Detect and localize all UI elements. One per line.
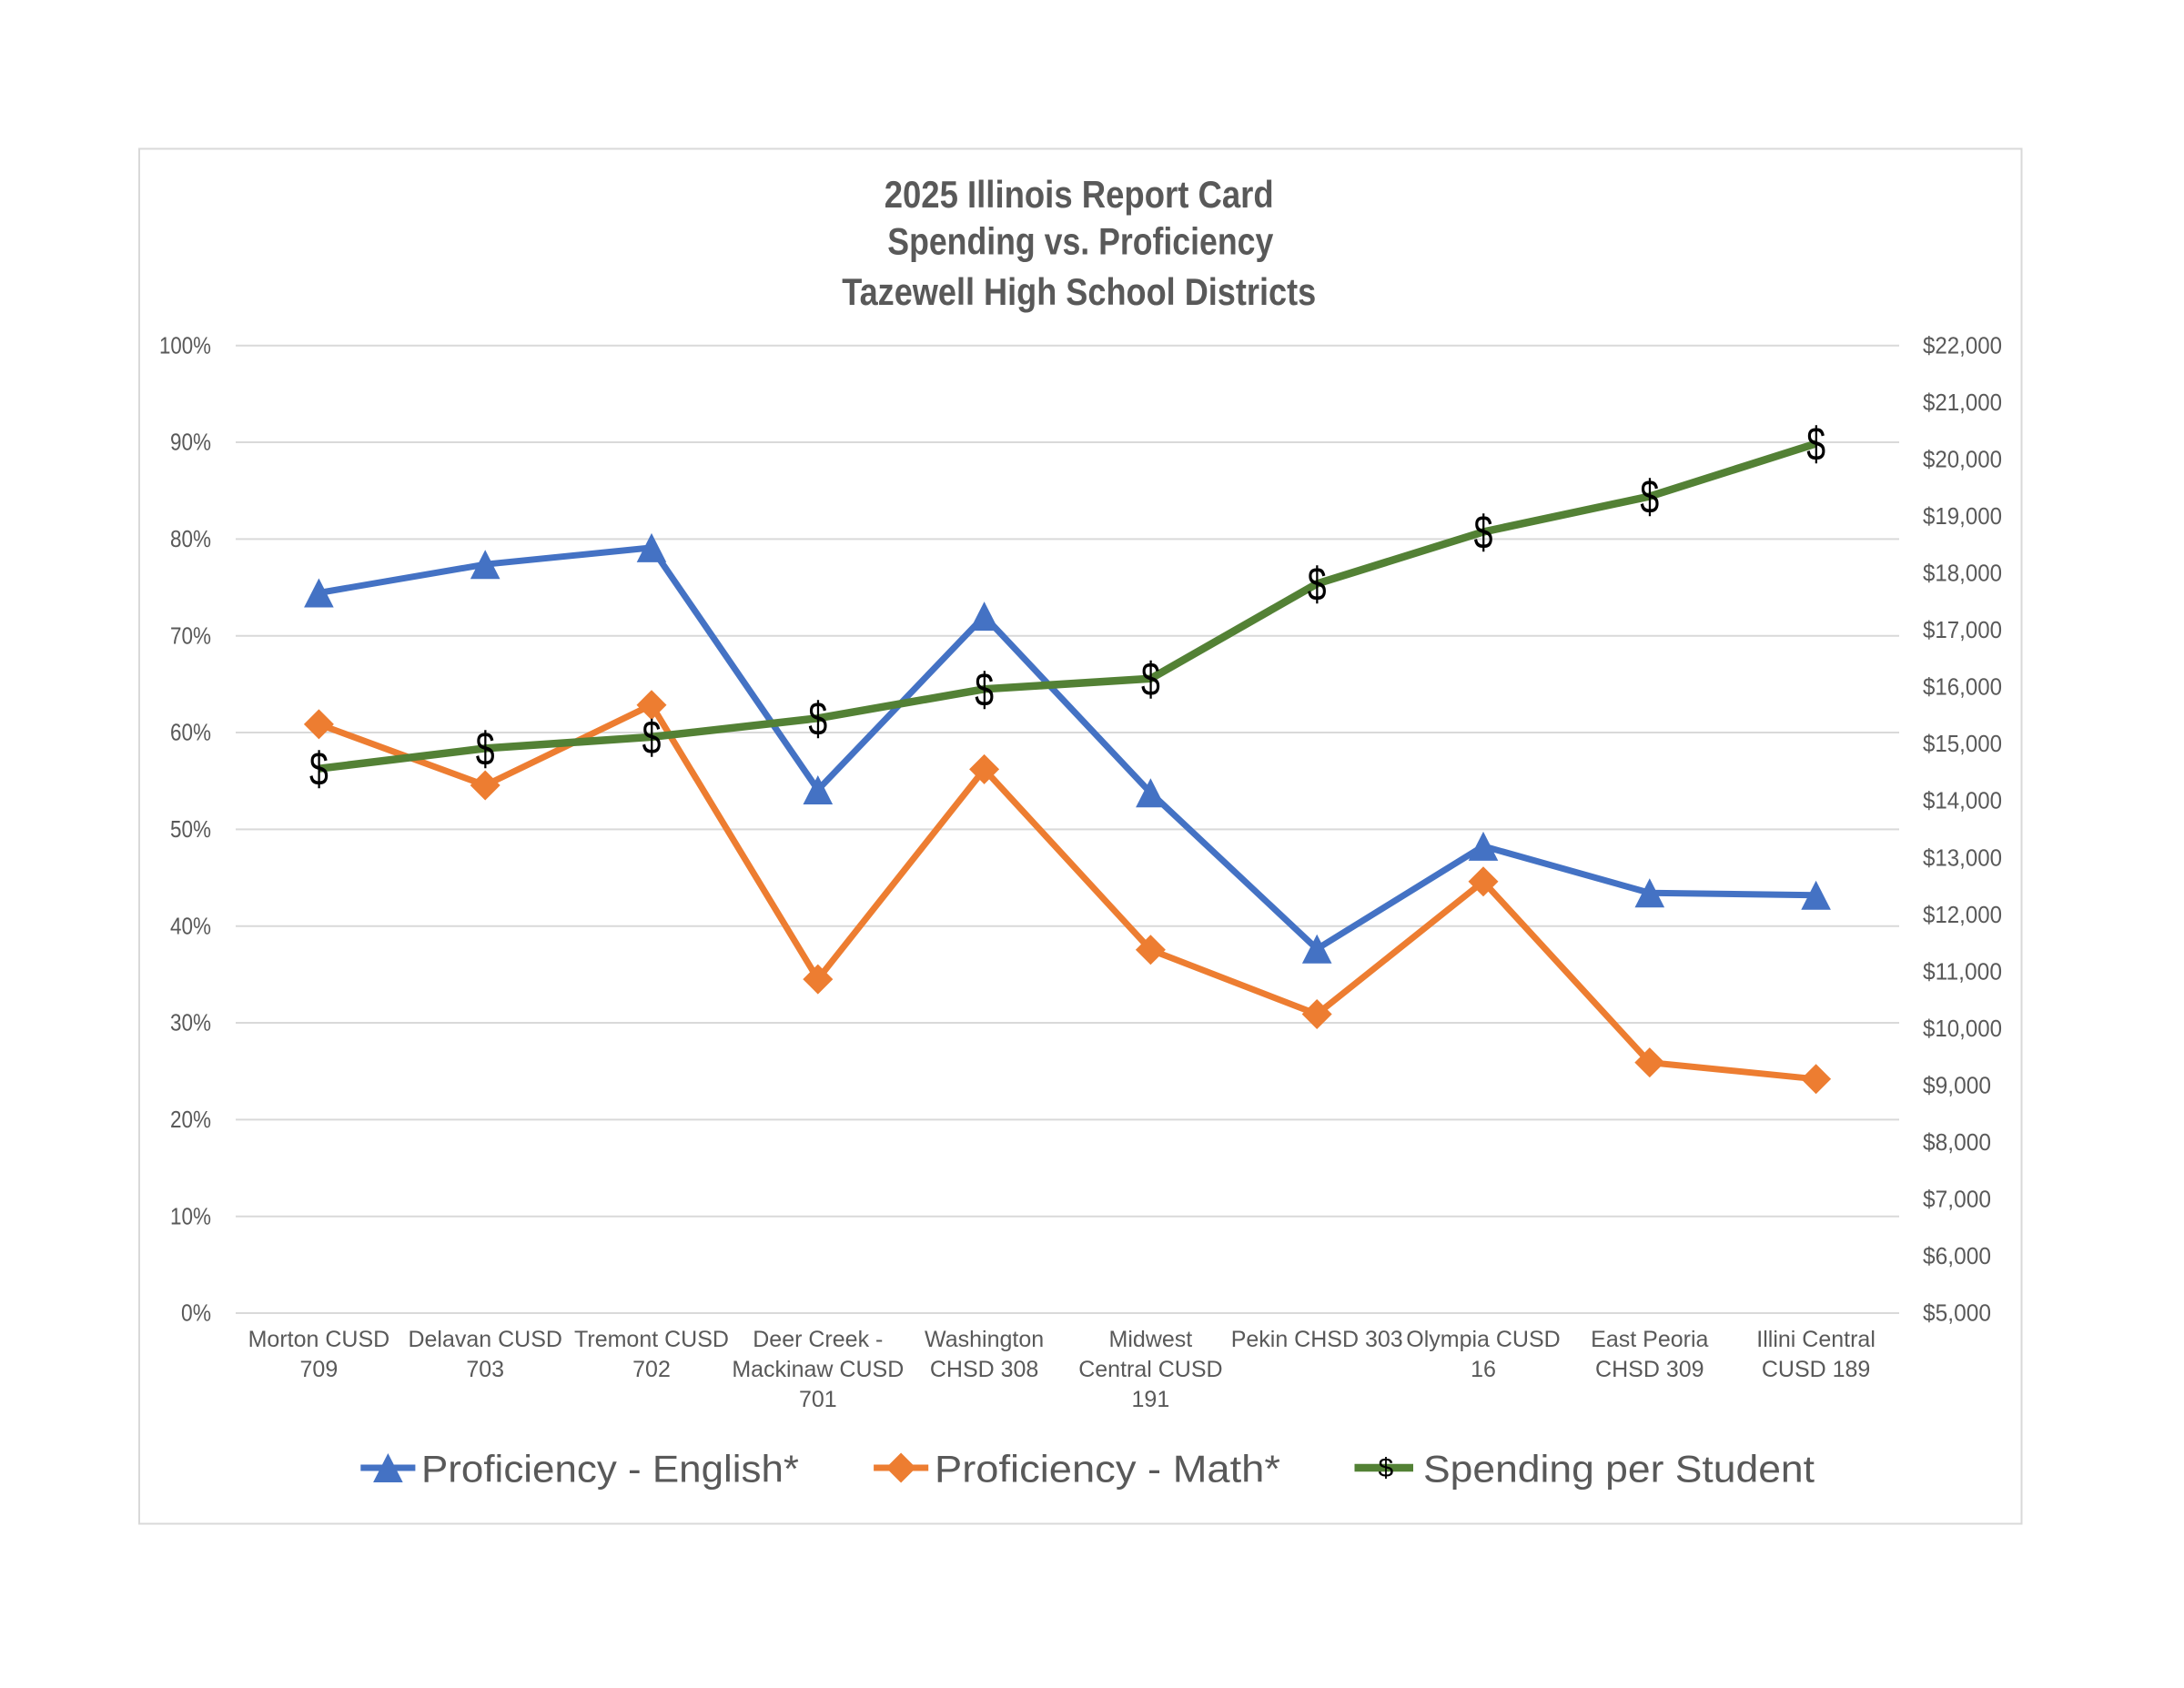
svg-text:702: 702: [632, 1357, 671, 1382]
svg-text:East Peoria: East Peoria: [1591, 1327, 1708, 1352]
svg-text:Midwest: Midwest: [1109, 1327, 1193, 1352]
svg-text:$: $: [1640, 470, 1659, 523]
svg-text:20%: 20%: [170, 1106, 211, 1133]
svg-text:$9,000: $9,000: [1923, 1071, 1991, 1098]
svg-text:2025 Illinois Report Card: 2025 Illinois Report Card: [885, 173, 1274, 216]
svg-text:CHSD 308: CHSD 308: [930, 1357, 1039, 1382]
svg-text:$13,000: $13,000: [1923, 844, 2002, 871]
svg-text:$: $: [476, 722, 495, 775]
svg-text:$11,000: $11,000: [1923, 957, 2002, 985]
svg-text:10%: 10%: [170, 1202, 211, 1229]
svg-text:$: $: [1378, 1453, 1393, 1483]
svg-text:$7,000: $7,000: [1923, 1186, 1991, 1213]
svg-text:701: 701: [799, 1387, 837, 1412]
svg-text:$17,000: $17,000: [1923, 616, 2002, 643]
svg-text:$: $: [808, 692, 827, 745]
svg-text:60%: 60%: [170, 719, 211, 746]
svg-text:Central CUSD: Central CUSD: [1078, 1357, 1222, 1382]
svg-text:Spending vs. Proficiency: Spending vs. Proficiency: [887, 220, 1274, 263]
svg-text:100%: 100%: [159, 331, 211, 359]
svg-text:191: 191: [1132, 1387, 1170, 1412]
svg-text:Illini Central: Illini Central: [1756, 1327, 1876, 1352]
svg-text:$: $: [309, 743, 329, 796]
svg-text:Deer Creek -: Deer Creek -: [753, 1327, 883, 1352]
svg-text:Spending per Student: Spending per Student: [1423, 1447, 1815, 1490]
svg-text:Olympia CUSD: Olympia CUSD: [1406, 1327, 1560, 1352]
svg-text:$22,000: $22,000: [1923, 331, 2002, 359]
svg-text:90%: 90%: [170, 429, 211, 456]
svg-text:$6,000: $6,000: [1923, 1242, 1991, 1269]
svg-text:40%: 40%: [170, 912, 211, 939]
svg-text:Washington: Washington: [925, 1327, 1044, 1352]
svg-text:Delavan CUSD: Delavan CUSD: [408, 1327, 562, 1352]
svg-text:$16,000: $16,000: [1923, 673, 2002, 701]
svg-text:0%: 0%: [181, 1299, 211, 1327]
svg-text:Morton CUSD: Morton CUSD: [248, 1327, 390, 1352]
svg-text:$18,000: $18,000: [1923, 560, 2002, 587]
svg-text:$: $: [1806, 417, 1825, 470]
svg-text:80%: 80%: [170, 525, 211, 552]
svg-text:709: 709: [300, 1357, 339, 1382]
svg-text:Proficiency - Math*: Proficiency - Math*: [935, 1447, 1280, 1490]
svg-text:$5,000: $5,000: [1923, 1299, 1991, 1327]
svg-text:$12,000: $12,000: [1923, 901, 2002, 928]
svg-text:CUSD 189: CUSD 189: [1762, 1357, 1871, 1382]
svg-text:$8,000: $8,000: [1923, 1128, 1991, 1156]
svg-text:$: $: [1474, 505, 1493, 559]
svg-text:Mackinaw CUSD: Mackinaw CUSD: [732, 1357, 904, 1382]
svg-text:CHSD 309: CHSD 309: [1595, 1357, 1704, 1382]
svg-text:$: $: [1308, 557, 1327, 611]
svg-text:Pekin CHSD 303: Pekin CHSD 303: [1231, 1327, 1403, 1352]
svg-text:$: $: [975, 662, 994, 716]
svg-text:$: $: [642, 711, 662, 764]
svg-text:$21,000: $21,000: [1923, 389, 2002, 416]
svg-text:703: 703: [466, 1357, 504, 1382]
svg-text:$: $: [1141, 652, 1160, 706]
svg-text:$15,000: $15,000: [1923, 730, 2002, 757]
svg-text:Proficiency - English*: Proficiency - English*: [421, 1447, 799, 1490]
svg-text:$10,000: $10,000: [1923, 1015, 2002, 1042]
svg-text:Tazewell High School Districts: Tazewell High School Districts: [842, 270, 1316, 313]
svg-text:50%: 50%: [170, 815, 211, 843]
svg-text:70%: 70%: [170, 622, 211, 649]
svg-text:30%: 30%: [170, 1009, 211, 1036]
svg-text:16: 16: [1471, 1357, 1496, 1382]
svg-text:$20,000: $20,000: [1923, 446, 2002, 473]
svg-text:$19,000: $19,000: [1923, 502, 2002, 530]
svg-text:Tremont CUSD: Tremont CUSD: [574, 1327, 729, 1352]
svg-text:$14,000: $14,000: [1923, 787, 2002, 814]
